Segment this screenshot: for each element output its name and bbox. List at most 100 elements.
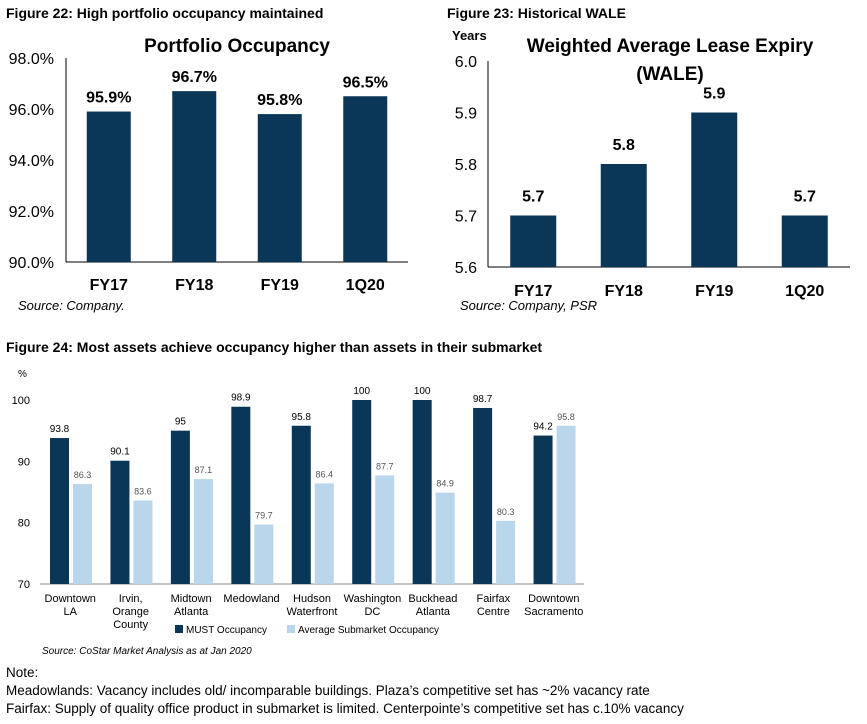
y-axis-label: Years [452,28,487,43]
must-occupancy-bar [170,430,190,584]
submarket-occupancy-bar [556,425,576,584]
x-tick-label: Orange [112,606,149,618]
submarket-occupancy-bar [193,479,213,584]
notes-heading: Note: [6,665,39,680]
data-label: 100 [353,386,370,397]
x-tick-label: FY19 [695,283,733,300]
x-tick-label: Midtown [171,593,212,605]
x-tick-label: Downtown [45,593,96,605]
chart-title-line-2: (WALE) [636,64,704,85]
bar-fy18 [600,164,647,267]
data-label: 94.2 [533,422,553,433]
notes: Note: Meadowlands: Vacancy includes old/… [6,664,684,718]
data-label: 96.5% [343,74,388,91]
x-tick-label: Irvin, [119,593,143,605]
x-tick-label: 1Q20 [346,277,385,294]
submarket-occupancy-bar [375,475,395,584]
x-tick-label: Downtown [528,593,579,605]
chart-title-line-1: Weighted Average Lease Expiry [527,36,814,57]
must-occupancy-bar [231,406,251,584]
y-tick-label: 96.0% [9,102,54,119]
figure-23-source: Source: Company, PSR [460,298,598,313]
x-tick-label: FY19 [261,277,299,294]
x-tick-label: Atlanta [416,606,451,618]
submarket-occupancy-bar [133,500,153,584]
bar-fy17 [86,111,131,262]
y-tick-label: 92.0% [9,204,54,221]
x-tick-label: Medowland [223,593,279,605]
data-label: 100 [414,386,431,397]
portfolio-occupancy-chart: Portfolio Occupancy 98.0% 96.0% 94.0% 92.0% 9… [9,36,408,294]
data-label: 95.9% [86,90,131,107]
x-tick-label: Atlanta [174,606,209,618]
figure-24-caption: Figure 24: Most assets achieve occupancy… [6,339,543,355]
data-label: 86.3 [74,470,92,480]
data-label: 96.7% [172,69,217,86]
legend-label-must: MUST Occupancy [186,625,267,636]
bar-fy19 [257,114,302,262]
data-label: 98.7 [473,394,493,405]
submarket-occupancy-bar [73,484,92,584]
x-tick-label: Buckhead [408,593,457,605]
figure-24-source: Source: CoStar Market Analysis as at Jan… [42,646,252,657]
data-label: 5.7 [794,189,816,206]
data-label: 98.9 [231,393,251,404]
data-label: 95.8 [557,412,575,422]
x-tick-label: FY18 [605,283,643,300]
y-tick-label: 5.8 [455,157,477,174]
y-tick-label: 6.0 [455,54,477,71]
figure-22-caption: Figure 22: High portfolio occupancy main… [6,5,324,21]
submarket-occupancy-bar [254,524,274,584]
must-occupancy-bar [352,400,372,584]
submarket-occupancy-bar [496,520,516,584]
legend-swatch-must [175,625,183,633]
chart-title: Portfolio Occupancy [144,36,330,57]
bar-fy17 [510,215,557,267]
y-tick-label: 94.0% [9,153,54,170]
x-tick-label: FY18 [175,277,213,294]
x-tick-label: County [113,619,148,631]
x-tick-label: Washington [344,593,402,605]
data-label: 84.9 [436,479,454,489]
x-tick-label: Sacramento [524,606,583,618]
figure-22-source: Source: Company. [18,298,125,313]
y-tick-label: 90.0% [9,255,54,272]
wale-chart: Years Weighted Average Lease Expiry (WALE)… [452,28,850,300]
must-occupancy-bar [473,407,493,584]
must-occupancy-bar [412,400,432,584]
submarket-occupancy-bar [435,492,455,584]
data-label: 87.7 [376,461,394,471]
bar-fy19 [691,112,738,267]
x-tick-label: Centre [477,606,510,618]
y-tick-label: 70 [18,579,30,591]
y-axis-label: % [18,369,27,380]
note-meadowlands: Meadowlands: Vacancy includes old/ incom… [6,683,650,698]
legend-swatch-submarket [287,625,295,633]
x-tick-label: Hudson [293,593,331,605]
y-tick-label: 5.6 [455,260,477,277]
y-tick-label: 80 [18,518,30,530]
y-tick-label: 5.9 [455,106,477,123]
data-label: 95.8% [257,92,302,109]
data-label: 83.6 [134,487,152,497]
y-tick-label: 98.0% [9,51,54,68]
x-tick-label: 1Q20 [785,283,824,300]
x-tick-label: FY17 [514,283,552,300]
must-occupancy-bar [110,460,130,584]
x-tick-label: Fairfax [477,593,511,605]
y-tick-label: 5.7 [455,209,477,226]
must-occupancy-bar [291,425,311,584]
figure-23-caption: Figure 23: Historical WALE [447,5,626,21]
x-tick-label: LA [63,606,77,618]
legend-label-submarket: Average Submarket Occupancy [298,625,439,636]
must-occupancy-bar [50,438,69,584]
x-tick-label: Waterfront [287,606,338,618]
note-fairfax: Fairfax: Supply of quality office produc… [6,701,684,716]
y-tick-label: 100 [12,395,30,407]
data-label: 95 [175,417,187,428]
x-tick-label: DC [364,606,380,618]
must-occupancy-bar [533,435,553,584]
data-label: 5.8 [613,137,635,154]
data-label: 90.1 [110,447,130,458]
